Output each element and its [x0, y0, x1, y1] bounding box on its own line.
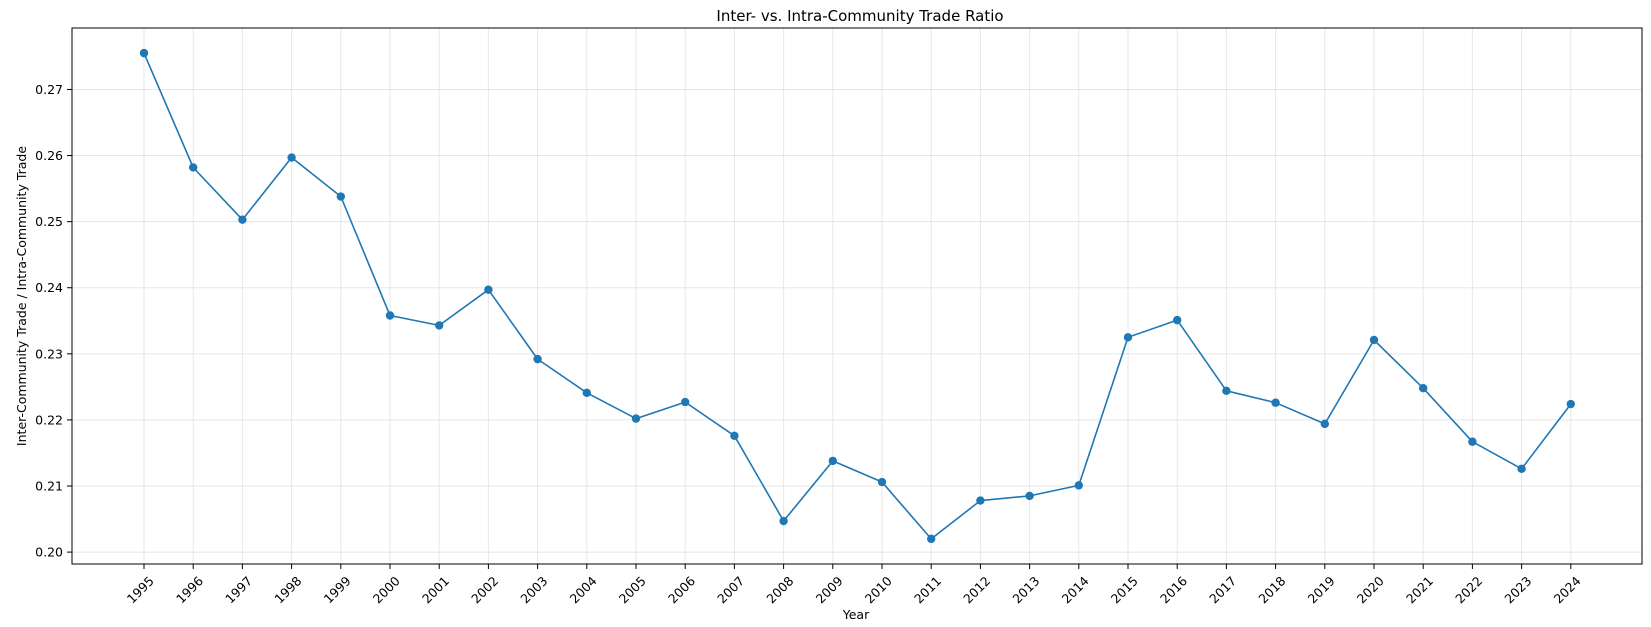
data-point	[238, 215, 247, 224]
data-point	[976, 496, 985, 505]
data-point	[1369, 335, 1379, 345]
y-tick-label: 0.20	[35, 545, 63, 560]
plot-frame	[71, 27, 1643, 565]
data-point	[484, 285, 493, 294]
y-tick-label: 0.26	[35, 148, 63, 163]
data-point	[927, 534, 936, 544]
data-point	[582, 388, 591, 398]
data-point	[189, 163, 198, 172]
grid-lines	[72, 28, 1642, 564]
y-axis: 0.20 0.21 0.22 0.23 0.24 0.25 0.26 0.27	[35, 82, 72, 560]
data-point	[1517, 464, 1526, 474]
y-tick-label: 0.25	[35, 214, 63, 229]
data-point	[779, 516, 788, 526]
y-tick-label: 0.27	[35, 82, 63, 97]
data-point	[336, 192, 345, 201]
data-point	[385, 311, 395, 320]
data-point	[1419, 383, 1428, 393]
data-point	[828, 456, 837, 466]
data-point	[1468, 437, 1477, 446]
data-point	[1074, 481, 1084, 490]
x-axis-label: Year	[842, 607, 870, 622]
y-axis-label: Inter-Community Trade / Intra-Community …	[14, 146, 29, 446]
y-tick-label: 0.22	[35, 412, 63, 427]
data-point	[533, 354, 542, 364]
y-tick-label: 0.24	[35, 280, 63, 295]
series-line-group	[143, 52, 1572, 540]
data-point	[681, 397, 690, 407]
data-point	[1271, 398, 1280, 407]
data-point	[287, 153, 296, 162]
data-point	[1222, 386, 1231, 396]
y-tick-label: 0.23	[35, 346, 63, 361]
data-point	[1025, 491, 1034, 501]
data-point	[1173, 315, 1182, 325]
data-point	[631, 414, 641, 423]
data-point	[1566, 399, 1576, 409]
series-line	[143, 52, 1572, 540]
data-point	[1320, 419, 1330, 429]
chart-title: Inter- vs. Intra-Community Trade Ratio	[716, 7, 1003, 25]
data-point	[1123, 333, 1133, 342]
y-tick-label: 0.21	[35, 479, 63, 494]
data-point	[139, 48, 149, 58]
data-point	[877, 477, 887, 487]
data-point	[435, 321, 444, 330]
data-points-group	[139, 48, 1576, 544]
data-point	[730, 431, 739, 440]
